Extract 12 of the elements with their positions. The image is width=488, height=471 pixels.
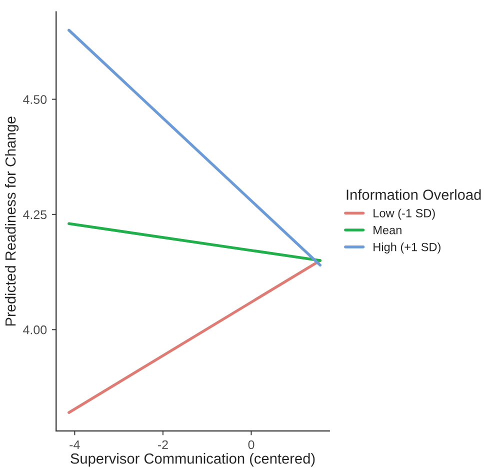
legend-label: Mean	[374, 226, 402, 234]
y-axis-title: Predicted Readiness for Change	[5, 116, 19, 326]
x-axis-title: Supervisor Communication (centered)	[70, 453, 315, 467]
y-tick-label: 4.25	[23, 210, 47, 220]
legend-title: Information Overload	[346, 189, 481, 200]
y-tick-label: 4.50	[23, 95, 47, 104]
y-tick-label: 4.00	[23, 325, 47, 334]
x-tick-label: -4	[70, 440, 80, 450]
legend-label: High (+1 SD)	[374, 242, 440, 254]
legend-label: Low (-1 SD)	[374, 208, 435, 220]
x-tick-label: -2	[158, 440, 168, 450]
x-tick-label: 0	[248, 440, 254, 450]
